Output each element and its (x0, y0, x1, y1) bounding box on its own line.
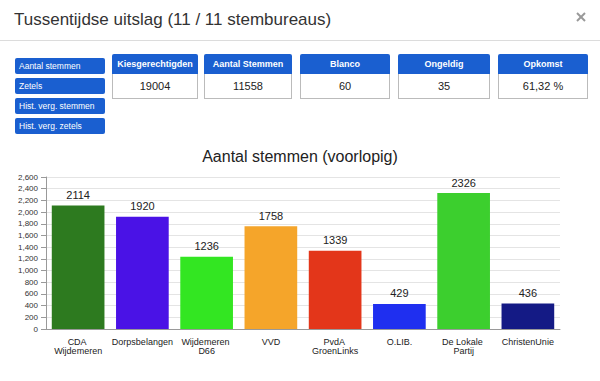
svg-text:O.LIB.: O.LIB. (387, 337, 413, 347)
html-text:Zetels: Zetels (19, 81, 43, 91)
svg-text:800: 800 (25, 278, 39, 287)
svg-text:2,400: 2,400 (18, 184, 39, 193)
svg-text:1339: 1339 (323, 234, 347, 246)
html-text:Hist. verg. zetels: Hist. verg. zetels (19, 121, 82, 131)
svg-text:1758: 1758 (259, 210, 283, 222)
svg-text:1,200: 1,200 (18, 254, 39, 263)
html-text:35: 35 (437, 80, 451, 92)
svg-text:GroenLinks: GroenLinks (312, 346, 359, 356)
svg-text:De Lokale: De Lokale (442, 336, 486, 347)
svg-text:Aantal stemmen (voorlopig): Aantal stemmen (voorlopig) (202, 148, 398, 165)
svg-text:2326: 2326 (451, 177, 475, 189)
svg-text:VVD: VVD (262, 337, 281, 347)
html-text:Hist. verg. stemmen: Hist. verg. stemmen (19, 101, 95, 111)
svg-text:ChristenUnie: ChristenUnie (502, 337, 554, 347)
svg-text:CDA: CDA (67, 336, 89, 347)
html-text:Opkomst: Opkomst (523, 59, 563, 69)
svg-text:1236: 1236 (194, 240, 218, 252)
svg-text:2114: 2114 (66, 189, 90, 201)
svg-text:PvdA: PvdA (323, 336, 347, 347)
html-text:11558: 11558 (233, 80, 263, 92)
html-text:Kiesgerechtigden: Kiesgerechtigden (117, 59, 193, 69)
html-text:Aantal stemmen: Aantal stemmen (19, 61, 81, 71)
html-text:Blanco: Blanco (330, 59, 360, 69)
svg-text:600: 600 (25, 289, 39, 298)
svg-text:1,400: 1,400 (18, 243, 39, 252)
svg-text:1,800: 1,800 (18, 219, 39, 228)
svg-text:0: 0 (34, 325, 39, 334)
svg-text:1,000: 1,000 (18, 266, 39, 275)
svg-text:429: 429 (390, 287, 408, 299)
svg-text:2,600: 2,600 (18, 173, 39, 182)
html-text:19004: 19004 (139, 80, 171, 92)
html-text:61,32 %: 61,32 % (522, 80, 564, 92)
html-text:Tussentijdse uitslag (11 / 11: Tussentijdse uitslag (11 / 11 stembureau… (14, 10, 332, 29)
svg-text:2,200: 2,200 (18, 196, 39, 205)
svg-text:1,600: 1,600 (18, 231, 39, 240)
svg-text:Wijdemeren: Wijdemeren (54, 346, 102, 356)
svg-text:200: 200 (25, 313, 39, 322)
svg-text:Partij: Partij (453, 346, 474, 356)
html-text:Aantal Stemmen: Aantal Stemmen (212, 59, 284, 69)
svg-text:400: 400 (25, 301, 39, 310)
svg-text:2,000: 2,000 (18, 208, 39, 217)
svg-text:1920: 1920 (130, 200, 154, 212)
svg-text:D66: D66 (198, 346, 215, 356)
svg-text:Wijdemeren: Wijdemeren (181, 336, 232, 347)
svg-text:Dorpsbelangen: Dorpsbelangen (112, 337, 173, 347)
html-text:60: 60 (338, 80, 352, 92)
html-text:Ongeldig: Ongeldig (424, 59, 464, 69)
svg-text:436: 436 (519, 287, 537, 299)
